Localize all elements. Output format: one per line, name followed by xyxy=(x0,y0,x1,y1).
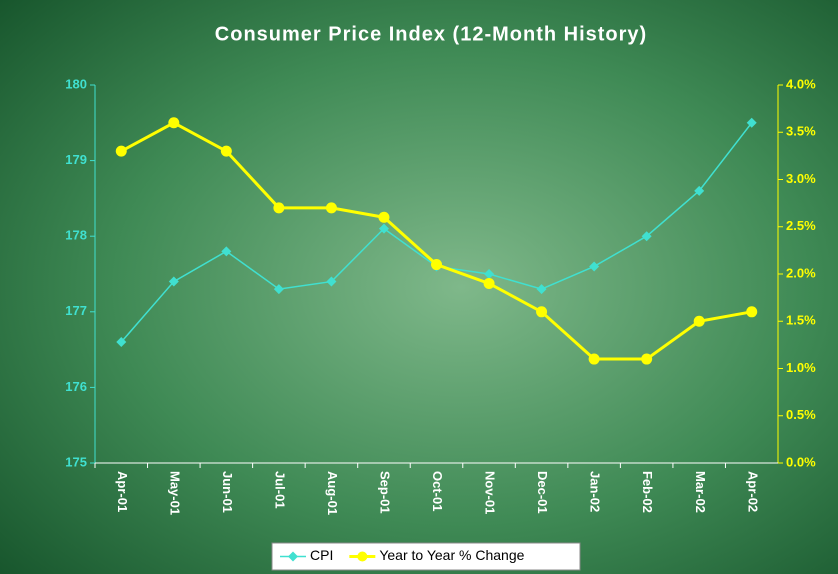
y2-tick-label: 2.5% xyxy=(786,218,816,233)
y-tick-label: 178 xyxy=(65,228,87,243)
x-tick-label: Jul-01 xyxy=(272,471,287,509)
legend-label: Year to Year % Change xyxy=(379,547,524,563)
pct-marker xyxy=(378,212,389,223)
x-tick-label: Sep-01 xyxy=(378,471,393,514)
y2-tick-label: 0.0% xyxy=(786,454,816,469)
pct-marker xyxy=(431,259,442,270)
y-tick-label: 179 xyxy=(65,152,87,167)
pct-marker xyxy=(168,117,179,128)
x-tick-label: Dec-01 xyxy=(535,471,550,514)
y2-tick-label: 1.0% xyxy=(786,360,816,375)
x-tick-label: Mar-02 xyxy=(693,471,708,513)
pct-marker xyxy=(589,354,600,365)
pct-marker xyxy=(273,202,284,213)
y2-tick-label: 3.5% xyxy=(786,124,816,139)
pct-marker xyxy=(484,278,495,289)
y2-tick-label: 1.5% xyxy=(786,313,816,328)
x-tick-label: Apr-02 xyxy=(745,471,760,512)
y-tick-label: 177 xyxy=(65,303,87,318)
x-tick-label: Nov-01 xyxy=(483,471,498,514)
y2-tick-label: 3.0% xyxy=(786,171,816,186)
y-tick-label: 175 xyxy=(65,454,87,469)
y-tick-label: 176 xyxy=(65,379,87,394)
y2-tick-label: 0.5% xyxy=(786,407,816,422)
x-tick-label: Aug-01 xyxy=(325,471,340,515)
chart: Consumer Price Index (12-Month History) … xyxy=(0,0,838,574)
chart-title: Consumer Price Index (12-Month History) xyxy=(215,23,647,45)
pct-marker xyxy=(694,316,705,327)
x-tick-label: May-01 xyxy=(167,471,182,515)
pct-marker xyxy=(641,354,652,365)
x-tick-label: Jun-01 xyxy=(220,471,235,513)
legend-marker xyxy=(357,552,367,562)
y-tick-label: 180 xyxy=(65,76,87,91)
legend-label: CPI xyxy=(310,547,333,563)
y2-tick-label: 4.0% xyxy=(786,76,816,91)
x-tick-label: Jan-02 xyxy=(588,471,603,512)
pct-marker xyxy=(746,306,757,317)
x-tick-label: Apr-01 xyxy=(115,471,130,512)
pct-marker xyxy=(536,306,547,317)
y2-tick-label: 2.0% xyxy=(786,265,816,280)
x-tick-label: Oct-01 xyxy=(430,471,445,511)
pct-marker xyxy=(326,202,337,213)
pct-marker xyxy=(221,146,232,157)
pct-marker xyxy=(116,146,127,157)
x-tick-label: Feb-02 xyxy=(640,471,655,513)
